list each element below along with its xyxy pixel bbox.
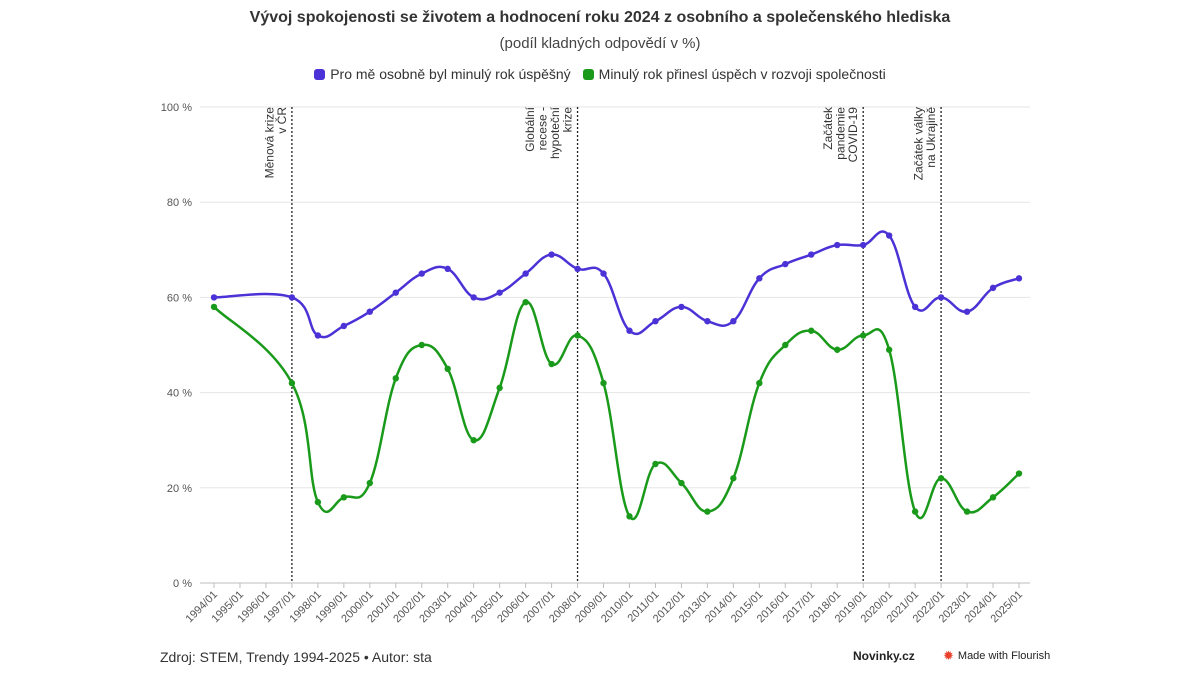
data-point-personal	[522, 270, 529, 277]
data-point-personal	[859, 241, 867, 249]
legend-label-society: Minulý rok přinesl úspěch v rozvoji spol…	[598, 66, 886, 82]
data-point-personal	[444, 265, 451, 273]
event-label: Měnová krize	[262, 107, 276, 179]
data-point-personal	[808, 251, 815, 258]
brand-logo[interactable]: Novinky.cz	[853, 649, 915, 663]
series-line-personal	[213, 230, 1020, 339]
event-label: v ČR	[274, 107, 289, 134]
data-point-society	[782, 341, 789, 349]
event-label: recese -	[536, 107, 550, 150]
data-point-personal	[937, 294, 945, 301]
data-point-society	[600, 379, 607, 387]
data-point-personal	[911, 303, 919, 311]
data-point-personal	[885, 232, 893, 239]
data-point-society	[885, 346, 893, 353]
y-tick-label: 20 %	[167, 483, 192, 495]
data-point-society	[678, 479, 685, 487]
data-point-society	[963, 508, 971, 515]
data-point-personal	[782, 260, 789, 268]
data-point-society	[444, 365, 451, 372]
data-point-society	[937, 475, 945, 482]
event-label: na Ukrajině	[924, 107, 938, 168]
event-label: COVID-19	[846, 107, 860, 163]
legend-item-personal[interactable]: Pro mě osobně byl minulý rok úspěšný	[314, 66, 571, 82]
data-point-personal	[470, 294, 477, 301]
legend-label-personal: Pro mě osobně byl minulý rok úspěšný	[330, 66, 571, 82]
data-point-society	[496, 384, 503, 392]
data-point-society	[834, 346, 841, 353]
legend: Pro mě osobně byl minulý rok úspěšný Min…	[0, 66, 1200, 82]
data-point-personal	[989, 284, 997, 292]
data-point-society	[340, 494, 348, 501]
data-point-personal	[340, 322, 348, 330]
data-point-society	[911, 508, 919, 515]
data-point-society	[704, 508, 711, 515]
data-point-personal	[366, 308, 374, 315]
data-point-society	[288, 379, 296, 387]
data-point-society	[522, 298, 529, 306]
data-point-personal	[574, 265, 581, 273]
event-label: Začátek	[821, 106, 835, 150]
data-point-society	[756, 379, 763, 387]
data-point-personal	[730, 318, 737, 325]
event-label: Začátek války	[912, 107, 926, 180]
event-label: pandemie	[834, 107, 848, 160]
chart-subtitle: (podíl kladných odpovědí v %)	[499, 35, 701, 52]
data-point-personal	[626, 327, 633, 334]
legend-item-society[interactable]: Minulý rok přinesl úspěch v rozvoji spol…	[582, 66, 886, 82]
data-point-society	[859, 332, 867, 339]
flourish-credit[interactable]: ✹ Made with Flourish	[943, 649, 1050, 662]
data-point-personal	[1015, 275, 1023, 282]
data-point-personal	[704, 318, 711, 325]
data-point-society	[548, 360, 555, 368]
data-point-personal	[834, 241, 841, 249]
y-tick-label: 60 %	[167, 292, 192, 304]
flourish-icon: ✹	[943, 648, 954, 663]
data-point-personal	[288, 294, 296, 301]
data-point-personal	[548, 251, 555, 258]
data-point-personal	[314, 332, 322, 339]
data-point-society	[314, 498, 322, 506]
source-note: Zdroj: STEM, Trendy 1994-2025 • Autor: s…	[160, 649, 432, 665]
series-line-society	[213, 300, 1020, 521]
data-point-society	[574, 332, 581, 339]
event-label: krize	[561, 107, 575, 133]
data-point-society	[626, 513, 633, 520]
data-point-society	[470, 437, 477, 444]
legend-swatch-society	[582, 68, 594, 80]
y-tick-label: 40 %	[167, 388, 192, 400]
data-point-society	[418, 341, 425, 349]
data-point-personal	[652, 318, 659, 325]
y-tick-label: 80 %	[167, 197, 192, 209]
legend-swatch-personal	[314, 68, 326, 80]
chart-title: Vývoj spokojenosti se životem a hodnocen…	[249, 9, 951, 26]
y-tick-label: 0 %	[173, 578, 192, 590]
data-point-personal	[496, 289, 503, 296]
data-point-society	[652, 460, 659, 468]
data-point-society	[808, 327, 815, 334]
data-point-society	[366, 479, 374, 487]
data-point-personal	[418, 270, 425, 277]
data-point-personal	[963, 308, 971, 315]
data-point-personal	[600, 270, 607, 277]
data-point-personal	[210, 294, 218, 301]
data-point-personal	[756, 275, 763, 282]
data-point-personal	[678, 303, 685, 311]
data-point-society	[210, 303, 218, 311]
flourish-label: Made with Flourish	[957, 649, 1051, 662]
data-point-society	[392, 375, 399, 382]
event-label: Globální	[523, 106, 537, 151]
event-label: hypoteční	[548, 106, 562, 159]
data-point-society	[989, 494, 997, 501]
y-tick-label: 100 %	[161, 102, 192, 114]
data-point-society	[1015, 470, 1023, 477]
data-point-personal	[392, 289, 399, 296]
data-point-society	[730, 475, 737, 482]
